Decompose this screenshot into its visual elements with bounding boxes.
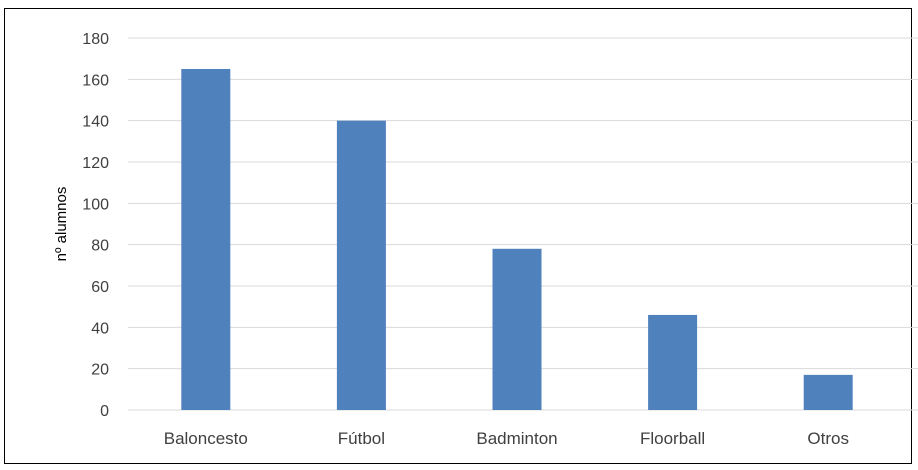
y-tick-label: 160: [82, 72, 109, 89]
y-tick-label: 120: [82, 155, 109, 172]
y-tick-label: 40: [91, 320, 109, 337]
chart-frame: [4, 8, 912, 464]
bars: [181, 69, 853, 411]
y-axis-title: nº alumnos: [53, 187, 70, 262]
y-tick-label: 80: [91, 238, 109, 255]
y-tick-label: 100: [82, 196, 109, 213]
bar-otros: [803, 374, 853, 410]
x-tick-label: Otros: [807, 429, 849, 448]
x-tick-label: Floorball: [640, 429, 705, 448]
y-tick-labels: 0 20 40 60 80 100 120 140 160 180: [82, 31, 109, 420]
y-tick-label: 60: [91, 279, 109, 296]
bar-badminton: [492, 248, 542, 410]
y-tick-label: 20: [91, 362, 109, 379]
x-tick-label: Badminton: [476, 429, 557, 448]
gridlines: [128, 37, 918, 411]
bar-fútbol: [336, 120, 386, 411]
y-tick-label: 180: [82, 31, 109, 48]
x-tick-labels: Baloncesto Fútbol Badminton Floorball Otros: [164, 429, 849, 448]
bar-baloncesto: [181, 69, 231, 410]
bar-floorball: [648, 314, 698, 410]
x-tick-label: Baloncesto: [164, 429, 248, 448]
y-tick-label: 0: [100, 403, 109, 420]
x-tick-label: Fútbol: [338, 429, 385, 448]
y-tick-label: 140: [82, 114, 109, 131]
